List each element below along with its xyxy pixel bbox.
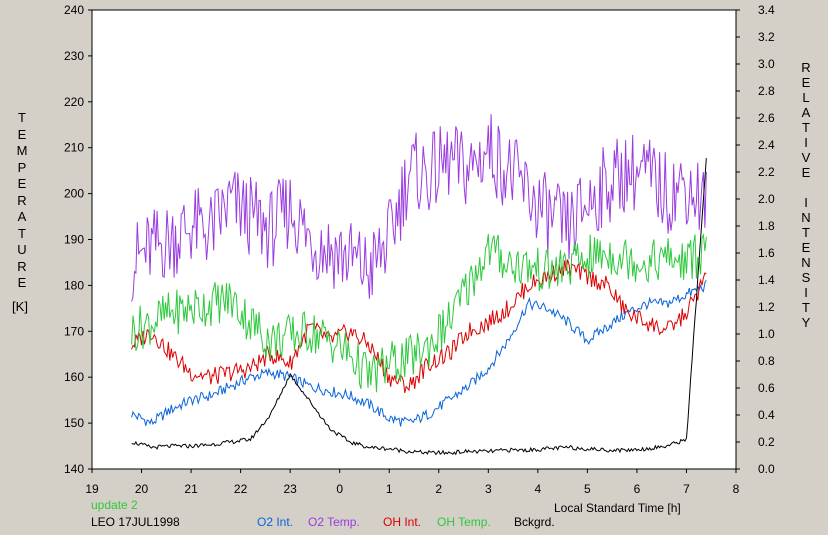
x-tick-label: 1: [386, 482, 393, 496]
x-tick-label: 20: [135, 482, 149, 496]
y-left-tick-label: 220: [64, 95, 84, 109]
y-right-tick-label: 3.2: [758, 30, 775, 44]
y-left-tick-label: 160: [64, 370, 84, 384]
y-left-tick-label: 150: [64, 416, 84, 430]
y-right-tick-label: 2.0: [758, 192, 775, 206]
plot-area: [91, 9, 737, 470]
y-left-tick-label: 200: [64, 187, 84, 201]
y-left-tick-label: 140: [64, 462, 84, 476]
legend: O2 Int. O2 Temp. OH Int. OH Temp. Bckgrd.: [257, 515, 555, 529]
y-right-tick-label: 1.4: [758, 273, 775, 287]
y-right-tick-label: 2.4: [758, 138, 775, 152]
right-axis: 0.0 0.2 0.4 0.6 0.8 1.0 1.2 1.4 1.6 1.8 2.0 2.2 2.4 2…: [736, 3, 775, 476]
legend-item: OH Int.: [383, 515, 421, 529]
y-right-label: R E L A T I V E I N T E N S I T Y: [801, 60, 811, 330]
x-tick-label: 0: [336, 482, 343, 496]
y-left-label: T E M P E R A T U R E: [16, 110, 28, 290]
y-right-tick-label: 0.0: [758, 462, 775, 476]
legend-item: OH Temp.: [437, 515, 491, 529]
series-layer: [131, 114, 707, 456]
x-tick-label: 7: [683, 482, 690, 496]
x-axis-label: Local Standard Time [h]: [554, 501, 681, 515]
x-tick-label: 2: [435, 482, 442, 496]
y-left-tick-label: 170: [64, 324, 84, 338]
y-left-tick-label: 190: [64, 233, 84, 247]
y-right-tick-label: 0.2: [758, 435, 775, 449]
y-right-tick-label: 0.6: [758, 381, 775, 395]
y-right-tick-label: 1.0: [758, 327, 775, 341]
y-right-tick-label: 1.6: [758, 246, 775, 260]
x-tick-label: 21: [184, 482, 198, 496]
x-tick-label: 3: [485, 482, 492, 496]
x-tick-label: 8: [733, 482, 740, 496]
y-right-tick-label: 3.0: [758, 57, 775, 71]
y-right-tick-label: 2.6: [758, 111, 775, 125]
station-text: LEO 17JUL1998: [91, 515, 180, 529]
y-left-tick-label: 240: [64, 3, 84, 17]
legend-item: O2 Temp.: [308, 515, 360, 529]
y-right-tick-label: 3.4: [758, 3, 775, 17]
y-right-tick-label: 1.8: [758, 219, 775, 233]
x-tick-label: 22: [234, 482, 248, 496]
y-right-tick-label: 2.2: [758, 165, 775, 179]
left-axis: 140 150 160 170 180 190 200 210 220 230 240: [64, 3, 92, 476]
legend-item: Bckgrd.: [514, 515, 555, 529]
y-left-tick-label: 210: [64, 141, 84, 155]
legend-item: O2 Int.: [257, 515, 293, 529]
x-tick-label: 6: [634, 482, 641, 496]
y-right-tick-label: 1.2: [758, 300, 775, 314]
status-text: update 2: [91, 498, 138, 512]
x-axis: 19 20 21 22 23 0 1 2 3 4 5 6 7 8: [85, 469, 740, 496]
y-right-tick-label: 0.8: [758, 354, 775, 368]
series-line-oh-temp: [131, 233, 707, 393]
y-left-unit: [K]: [12, 299, 28, 314]
y-right-tick-label: 2.8: [758, 84, 775, 98]
series-line-bckgrd: [131, 158, 707, 456]
y-left-tick-label: 230: [64, 49, 84, 63]
y-left-tick-label: 180: [64, 278, 84, 292]
x-tick-label: 19: [85, 482, 99, 496]
y-right-tick-label: 0.4: [758, 408, 775, 422]
series-line-oh-int: [131, 259, 707, 394]
series-line-o2-int: [131, 279, 707, 427]
x-tick-label: 4: [535, 482, 542, 496]
x-tick-label: 23: [283, 482, 297, 496]
x-tick-label: 5: [584, 482, 591, 496]
series-line-o2-temp: [131, 114, 707, 302]
